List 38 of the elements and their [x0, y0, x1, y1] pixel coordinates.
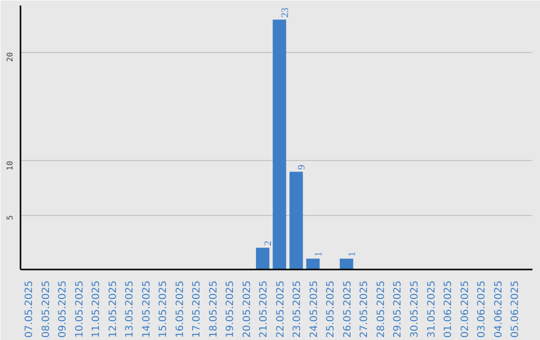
x-tick-label: 26.05.2025	[342, 280, 354, 338]
x-tick-label: 21.05.2025	[258, 280, 270, 338]
x-tick-label: 14.05.2025	[141, 280, 152, 338]
x-tick-label: 12.05.2025	[108, 280, 119, 338]
x-tick-label: 27.05.2025	[359, 280, 370, 338]
x-tick-label: 24.05.2025	[308, 280, 320, 338]
x-tick-label: 16.05.2025	[174, 280, 186, 338]
x-tick-label: 23.05.2025	[292, 280, 304, 338]
y-tick-label: 10	[6, 160, 14, 170]
x-tick-label: 02.06.2025	[460, 280, 471, 338]
x-tick-label: 07.05.2025	[24, 280, 36, 338]
data-label: 2	[263, 240, 274, 246]
x-tick-label: 31.05.2025	[426, 280, 438, 338]
x-tick-label: 01.06.2025	[443, 280, 454, 338]
x-tick-label: 15.05.2025	[158, 280, 170, 338]
x-tick-label: 11.05.2025	[91, 280, 102, 338]
x-tick-label: 25.05.2025	[326, 280, 337, 338]
x-tick-label: 19.05.2025	[225, 280, 236, 338]
x-tick-label: 17.05.2025	[192, 280, 203, 338]
x-tick-label: 05.06.2025	[510, 280, 522, 338]
y-tick-label: 5	[6, 214, 14, 220]
x-tick-label: 20.05.2025	[242, 280, 253, 338]
x-tick-label: 03.06.2025	[476, 280, 488, 338]
y-tick-label: 20	[6, 52, 14, 62]
x-tick-label: 09.05.2025	[58, 280, 69, 338]
data-label: 1	[346, 252, 358, 257]
x-tick-label: 22.05.2025	[275, 280, 286, 338]
data-label: 1	[313, 252, 324, 257]
x-tick-label: 18.05.2025	[208, 280, 220, 338]
x-tick-label: 28.05.2025	[376, 280, 387, 338]
x-tick-label: 13.05.2025	[124, 280, 136, 338]
data-label: 23	[280, 8, 291, 18]
x-tick-label: 30.05.2025	[410, 280, 421, 338]
x-tick-label: 04.06.2025	[493, 280, 504, 338]
data-label: 9	[296, 164, 308, 170]
x-tick-label: 29.05.2025	[392, 280, 404, 338]
x-tick-label: 10.05.2025	[74, 280, 86, 338]
x-tick-label: 08.05.2025	[40, 280, 52, 338]
